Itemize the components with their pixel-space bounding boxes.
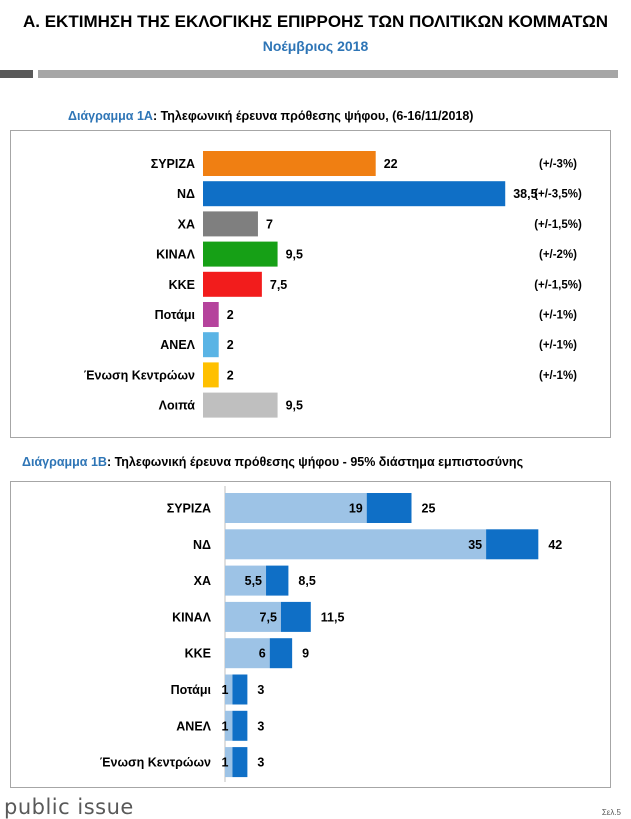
chart-1b-lower-label: 1 — [222, 756, 229, 770]
chart-1b-category-label: ΣΥΡΙΖΑ — [167, 502, 211, 516]
chart-1b-lower-bar — [225, 638, 270, 669]
chart-1b-title: : Τηλεφωνική έρευνα πρόθεσης ψήφου - 95%… — [106, 455, 524, 469]
chart-1a-svg: ΣΥΡΙΖΑ 22 (+/-3%)ΝΔ 38,5(+/-3,5%)ΧΑ 7 (+/-1,5… — [84, 151, 582, 418]
chart-1b-lower-bar — [225, 529, 487, 560]
chart-1b-lower-bar — [225, 710, 233, 741]
chart-1a-value-label: 2 — [227, 368, 234, 382]
chart-1a-margin-label: (+/-1%) — [539, 340, 577, 352]
chart-1b-upper-label: 3 — [257, 719, 264, 733]
header-rule-dark — [0, 70, 33, 78]
chart-1b-category-label: ΝΔ — [193, 538, 211, 552]
chart-1b-range-bar — [266, 565, 289, 596]
chart-1a-value-label: 2 — [227, 338, 234, 352]
chart-1a-caption: Διάγραμμα 1Α: Τηλεφωνική έρευνα πρόθεσης… — [68, 109, 473, 123]
chart-1a-margin-label: (+/-1%) — [539, 370, 577, 382]
chart-1b-range-bar — [232, 747, 248, 778]
chart-1b-upper-label: 25 — [422, 502, 436, 516]
chart-1a: ΣΥΡΙΖΑ 22 (+/-3%) ΝΔ 38,5 (+/-3,5%) ΧΑ 7 (+/-1,5… — [10, 130, 611, 438]
chart-1b-lower-label: 6 — [259, 647, 266, 661]
chart-1a-category-label: ΚΚΕ — [169, 278, 195, 292]
chart-1a-bar — [203, 241, 278, 267]
chart-1b-category-label: ΧΑ — [194, 574, 211, 588]
chart-1b-caption-label: Διάγραμμα 1Β — [22, 455, 107, 469]
chart-1b-range-bar — [280, 601, 311, 632]
chart-1b: ΣΥΡΙΖΑ 19 25 ΝΔ 35 42 ΧΑ 5,5 8,5 ΚΙΝΑΛ 7,5 11,5 ΚΚΕ 6… — [10, 481, 611, 788]
chart-1b-upper-label: 3 — [257, 756, 264, 770]
chart-1a-category-label: ΑΝΕΛ — [160, 338, 195, 352]
chart-1a-category-label: ΣΥΡΙΖΑ — [151, 157, 195, 171]
chart-1b-lower-label: 1 — [222, 719, 229, 733]
chart-1a-margin-label: (+/-1,5%) — [534, 219, 582, 231]
chart-1b-lower-label: 7,5 — [260, 610, 277, 624]
chart-1b-lower-label: 5,5 — [245, 574, 262, 588]
chart-1b-lower-label: 35 — [468, 538, 482, 552]
chart-1a-category-label: Ένωση Κεντρώων — [84, 368, 195, 382]
chart-1b-range-bar — [366, 493, 412, 523]
chart-1a-title: : Τηλεφωνική έρευνα πρόθεσης ψήφου, (6-1… — [152, 109, 474, 123]
chart-1a-bar — [203, 211, 258, 237]
chart-1a-category-label: ΚΙΝΑΛ — [156, 248, 196, 262]
chart-1b-category-label: Ένωση Κεντρώων — [100, 756, 211, 770]
chart-1a-value-label: 38,5 — [513, 187, 537, 201]
chart-1a-bar — [203, 181, 506, 207]
chart-1a-margin-label: (+/-3,5%) — [534, 189, 582, 201]
chart-1b-category-label: ΑΝΕΛ — [176, 719, 211, 733]
chart-1a-category-label: Λοιπά — [159, 399, 196, 413]
chart-1a-caption-label: Διάγραμμα 1Α — [68, 109, 153, 123]
chart-1b-range-bar — [232, 710, 248, 741]
chart-1b-category-label: Ποτάμι — [171, 683, 212, 697]
chart-1a-category-label: ΧΑ — [178, 217, 195, 231]
chart-1a-category-label: Ποτάμι — [155, 308, 196, 322]
chart-1b-lower-bar — [225, 493, 367, 523]
chart-1b-range-bar — [486, 529, 539, 560]
chart-1a-bar — [203, 302, 219, 327]
chart-1b-lower-bar — [225, 565, 267, 596]
chart-1a-margin-label: (+/-3%) — [539, 159, 577, 171]
chart-1b-upper-label: 3 — [257, 683, 264, 697]
chart-1b-upper-label: 11,5 — [321, 610, 345, 624]
chart-1b-category-label: ΚΙΝΑΛ — [172, 610, 212, 624]
chart-1b-range-bar — [232, 674, 248, 705]
page-subtitle: Νοέμβριος 2018 — [262, 38, 369, 54]
page-number: Σελ.5 — [601, 808, 621, 817]
chart-1a-margin-label: (+/-1,5%) — [534, 279, 582, 291]
chart-1a-value-label: 9,5 — [286, 248, 303, 262]
brand-logo-text: public issue — [4, 795, 134, 819]
chart-1a-bar — [203, 332, 219, 358]
chart-1a-margin-label: (+/-2%) — [539, 249, 577, 261]
chart-1a-bar — [203, 271, 262, 297]
chart-1a-bar — [203, 151, 376, 176]
chart-1a-category-label: ΝΔ — [177, 187, 195, 201]
chart-1b-lower-bar — [225, 674, 233, 705]
header-rule-light — [38, 70, 618, 78]
chart-1a-value-label: 22 — [384, 157, 398, 171]
chart-1a-margin-label: (+/-1%) — [539, 310, 577, 322]
chart-1a-value-label: 9,5 — [286, 399, 303, 413]
chart-1b-lower-label: 1 — [222, 683, 229, 697]
chart-1b-range-bar — [269, 638, 293, 669]
chart-1a-bar — [203, 362, 219, 388]
chart-1b-caption: Διάγραμμα 1Β: Τηλεφωνική έρευνα πρόθεσης… — [22, 455, 523, 469]
chart-1b-lower-label: 19 — [349, 502, 363, 516]
chart-1b-lower-bar — [225, 747, 233, 778]
chart-1b-upper-label: 8,5 — [298, 574, 315, 588]
chart-1a-bar — [203, 392, 278, 418]
chart-1b-upper-label: 9 — [302, 647, 309, 661]
chart-1a-value-label: 7 — [266, 217, 273, 231]
page-title: Α. ΕΚΤΙΜΗΣΗ ΤΗΣ ΕΚΛΟΓΙΚΗΣ ΕΠΙΡΡΟΗΣ ΤΩΝ Π… — [23, 12, 608, 31]
chart-1a-value-label: 2 — [227, 308, 234, 322]
chart-1a-value-label: 7,5 — [270, 278, 287, 292]
chart-1b-upper-label: 42 — [548, 538, 562, 552]
chart-1b-category-label: ΚΚΕ — [185, 647, 211, 661]
chart-1b-lower-bar — [225, 601, 281, 632]
